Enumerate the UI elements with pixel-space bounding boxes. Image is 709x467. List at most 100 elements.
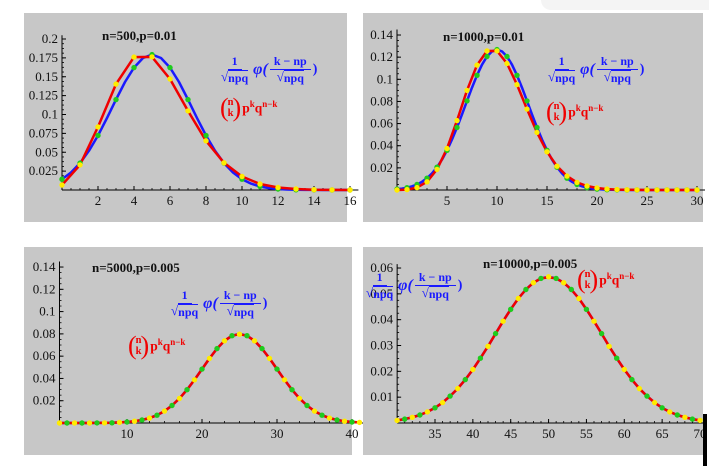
svg-text:8: 8 — [203, 193, 210, 208]
svg-text:0.075: 0.075 — [29, 125, 58, 140]
svg-text:0.025: 0.025 — [29, 163, 58, 178]
svg-text:30: 30 — [271, 426, 284, 441]
phi-symbol: φ( — [253, 61, 268, 79]
radical-icon: √ — [276, 68, 284, 84]
svg-text:55: 55 — [580, 426, 593, 441]
radical-icon: √ — [548, 68, 556, 84]
pq-term: pkqn−k — [599, 271, 635, 288]
svg-text:5: 5 — [444, 193, 451, 208]
svg-text:10: 10 — [491, 193, 504, 208]
svg-text:0.12: 0.12 — [33, 281, 56, 296]
phi-symbol: φ( — [203, 295, 218, 313]
svg-text:0.06: 0.06 — [370, 116, 393, 131]
svg-text:0.14: 0.14 — [33, 259, 56, 274]
svg-text:0.06: 0.06 — [370, 260, 393, 275]
svg-text:45: 45 — [504, 426, 517, 441]
svg-text:50: 50 — [542, 426, 555, 441]
svg-text:0.05: 0.05 — [35, 144, 58, 159]
plot-canvas: 2 4 6 8 10 12 14 16 0.025 0.05 0.075 0.1 0.125 0.15 0.… — [29, 31, 359, 208]
svg-text:0.05: 0.05 — [370, 286, 393, 301]
legend-normal-formula: 1 √ npq φ( k − np √ npq ) — [171, 288, 268, 319]
plot-canvas: 10 20 30 40 0.02 0.04 0.06 0.08 0.1 0.12 0.14 — [33, 259, 367, 441]
svg-text:0.01: 0.01 — [370, 389, 393, 404]
svg-text:0.04: 0.04 — [370, 312, 393, 327]
pq-term: pkqn−k — [568, 103, 604, 120]
chart-panel-n500: 2 4 6 8 10 12 14 16 0.025 0.05 0.075 0.1 0.125 0.15 0.… — [24, 13, 359, 222]
svg-text:0.15: 0.15 — [35, 69, 58, 84]
svg-text:0.06: 0.06 — [33, 348, 56, 363]
svg-text:4: 4 — [131, 193, 138, 208]
svg-text:20: 20 — [591, 193, 604, 208]
svg-text:0.1: 0.1 — [42, 107, 58, 122]
svg-text:14: 14 — [308, 193, 322, 208]
phi-symbol: φ( — [398, 277, 413, 295]
text-cursor-bar — [703, 414, 707, 466]
fraction-one-over-sqrt-npq: 1 √ npq — [548, 54, 576, 85]
pq-term: pkqn−k — [242, 99, 278, 116]
svg-text:2: 2 — [95, 193, 102, 208]
fraction-one-over-sqrt-npq: 1 √ npq — [221, 54, 249, 85]
legend-normal-formula: 1 √ npq φ( k − np √ npq ) — [548, 54, 645, 85]
svg-text:16: 16 — [344, 193, 358, 208]
svg-text:0.1: 0.1 — [39, 304, 55, 319]
svg-text:0.14: 0.14 — [370, 27, 393, 42]
chart-panel-n10000: 35 40 45 50 55 60 65 70 0.01 0.02 0.03 0.04 0.05 0.06… — [363, 247, 707, 455]
radical-icon: √ — [171, 302, 179, 318]
svg-text:0.1: 0.1 — [377, 71, 393, 86]
chart-title: n=10000,p=0.005 — [483, 256, 578, 271]
svg-text:40: 40 — [466, 426, 479, 441]
chart-title: n=1000,p=0.01 — [443, 29, 525, 44]
svg-text:0.04: 0.04 — [370, 138, 393, 153]
svg-text:0.03: 0.03 — [370, 338, 393, 353]
svg-text:0.04: 0.04 — [33, 370, 56, 385]
svg-text:35: 35 — [428, 426, 441, 441]
plot-canvas: 35 40 45 50 55 60 65 700.010.020.030.040.050.06 — [370, 260, 707, 441]
svg-text:15: 15 — [541, 193, 554, 208]
svg-text:0.08: 0.08 — [33, 326, 56, 341]
fraction-k-minus-np: k − np √ npq — [596, 54, 638, 85]
fraction-one-over-sqrt-npq: 1 √ npq — [366, 270, 394, 301]
chart-panel-n5000: 10 20 30 40 0.02 0.04 0.06 0.08 0.1 0.12 0.14 n=50… — [24, 247, 367, 455]
svg-text:0.125: 0.125 — [29, 88, 58, 103]
window-edge-highlight — [541, 0, 709, 10]
radical-icon: √ — [366, 284, 374, 300]
chart-panel-n1000: 5 10 15 20 25 30 0.02 0.04 0.06 0.08 0.1 0.12 0.14 n… — [363, 13, 705, 222]
phi-symbol: φ( — [580, 61, 595, 79]
radical-icon: √ — [421, 284, 429, 300]
pq-term: pkqn−k — [150, 337, 186, 354]
plot-canvas: 5 10 15 20 25 30 0.02 0.04 0.06 0.08 0.1 0.12 0.14 — [370, 27, 705, 208]
svg-text:0.02: 0.02 — [370, 363, 393, 378]
fraction-k-minus-np: k − np √ npq — [219, 288, 261, 319]
legend-normal-formula: 1 √ npq φ( k − np √ npq ) — [366, 270, 463, 301]
svg-text:6: 6 — [167, 193, 174, 208]
chart-title: n=5000,p=0.005 — [92, 260, 180, 275]
fraction-k-minus-np: k − np √ npq — [414, 270, 456, 301]
svg-text:0.2: 0.2 — [42, 31, 58, 46]
fraction-one-over-sqrt-npq: 1 √ npq — [171, 288, 199, 319]
radical-icon: √ — [221, 68, 229, 84]
legend-normal-formula: 1 √ npq φ( k − np √ npq ) — [221, 54, 318, 85]
radical-icon: √ — [603, 68, 611, 84]
svg-text:10: 10 — [121, 426, 134, 441]
svg-text:12: 12 — [272, 193, 285, 208]
svg-text:65: 65 — [656, 426, 669, 441]
svg-text:20: 20 — [196, 426, 209, 441]
svg-text:60: 60 — [618, 426, 631, 441]
svg-text:30: 30 — [691, 193, 704, 208]
svg-text:40: 40 — [346, 426, 359, 441]
svg-text:0.02: 0.02 — [370, 160, 393, 175]
svg-text:0.02: 0.02 — [33, 393, 56, 408]
radical-icon: √ — [226, 302, 234, 318]
svg-text:0.175: 0.175 — [29, 50, 58, 65]
svg-text:25: 25 — [641, 193, 654, 208]
fraction-k-minus-np: k − np √ npq — [269, 54, 311, 85]
svg-text:0.12: 0.12 — [370, 49, 393, 64]
